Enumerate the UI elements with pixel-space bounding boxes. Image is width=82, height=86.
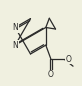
Text: N: N [12, 23, 18, 32]
Text: O: O [65, 55, 71, 63]
Text: N: N [12, 41, 18, 50]
Text: O: O [48, 70, 54, 79]
